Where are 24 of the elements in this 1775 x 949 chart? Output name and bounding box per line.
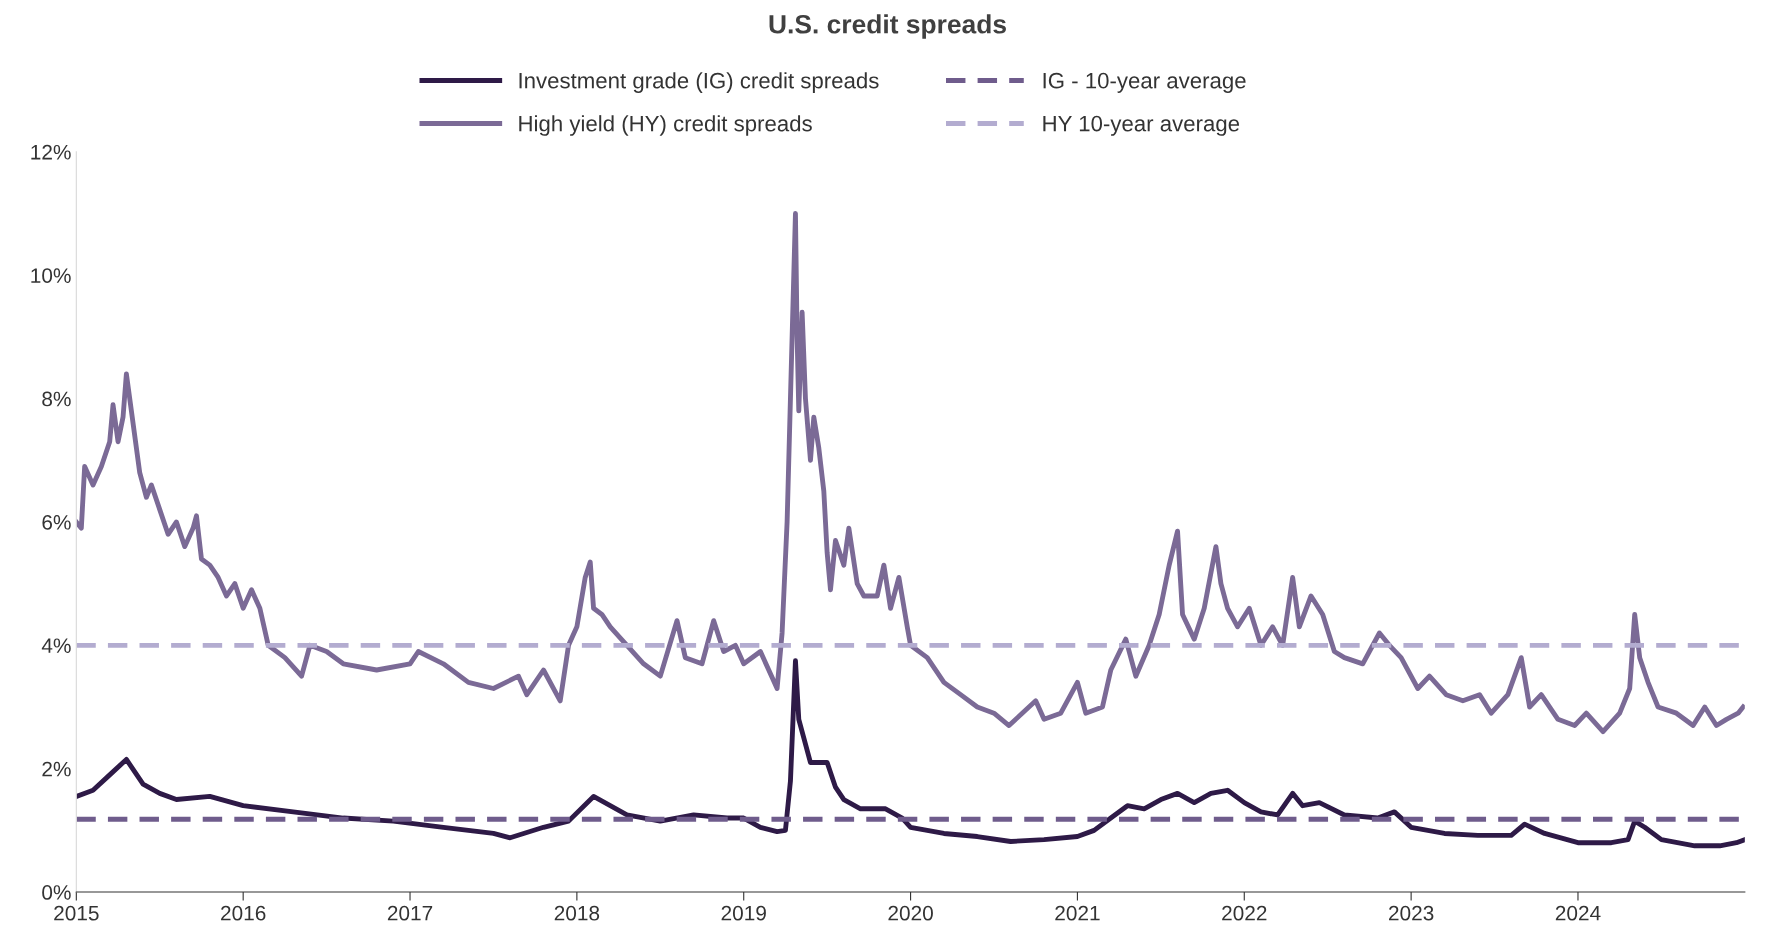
line-series (76, 658, 1745, 849)
legend-label: Investment grade (IG) credit spreads (519, 72, 879, 93)
x-tick-label: 2016 (221, 905, 266, 921)
y-tick-label: 4% (41, 638, 71, 653)
x-tick-label: 2020 (888, 905, 933, 921)
legend-label: IG - 10-year average (1043, 72, 1246, 93)
legend-label: HY 10-year average (1043, 115, 1240, 136)
y-tick-label: 6% (42, 514, 71, 530)
x-tick-label: 2017 (387, 905, 433, 921)
x-tick-label: 2023 (1389, 905, 1434, 921)
x-tick-label: 2015 (54, 905, 99, 921)
y-tick-label: 12% (31, 144, 71, 160)
x-tick-label: 2021 (1055, 905, 1100, 921)
y-tick-label: 2% (42, 761, 71, 777)
chart-title: U.S. credit spreads (769, 14, 1006, 39)
x-tick-label: 2024 (1555, 905, 1601, 921)
y-tick-label: 0% (42, 885, 71, 900)
y-tick-label: 10% (31, 268, 71, 283)
line-series (76, 211, 1745, 735)
legend-label: High yield (HY) credit spreads (519, 115, 812, 136)
x-tick-label: 2018 (554, 905, 600, 921)
y-tick-label: 8% (42, 391, 71, 407)
x-tick-label: 2022 (1222, 905, 1267, 921)
x-tick-label: 2019 (721, 905, 766, 921)
